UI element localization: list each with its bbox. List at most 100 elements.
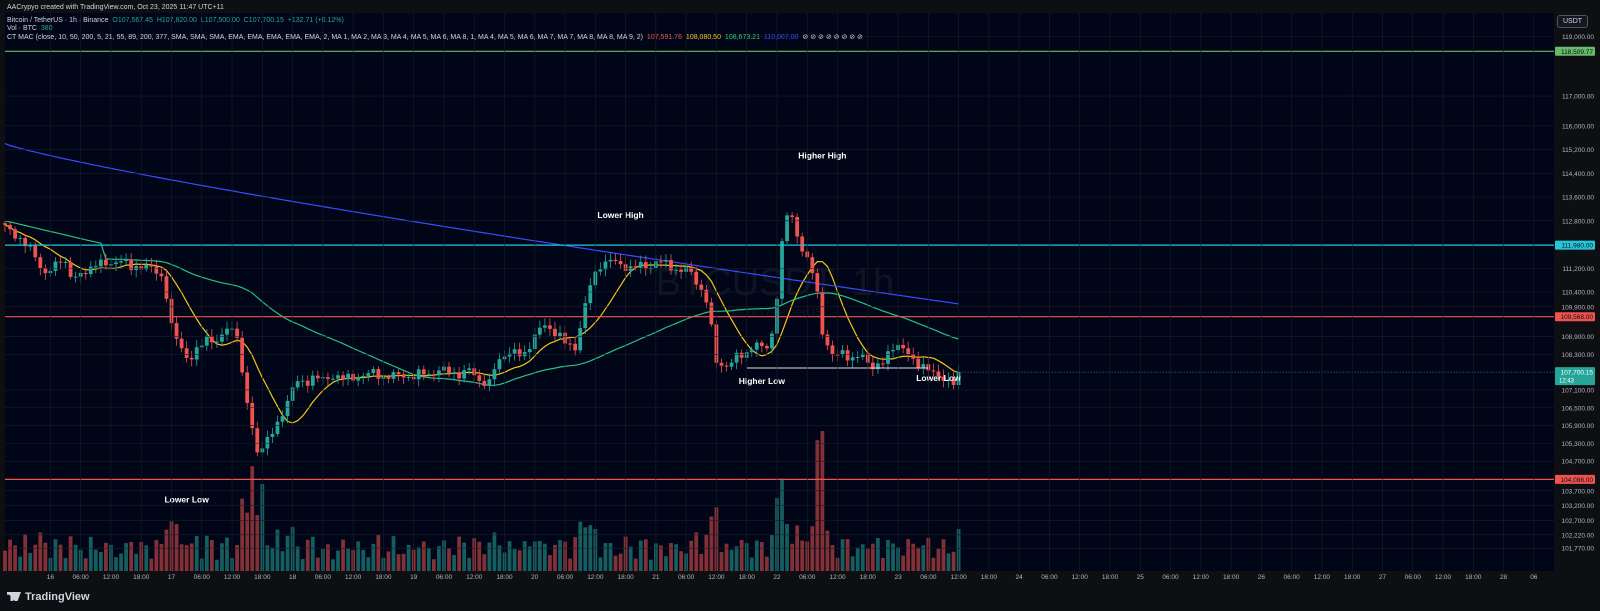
symbol-legend[interactable]: Bitcoin / TetherUS · 1h · Binance O107,5…: [7, 17, 346, 24]
x-tick-label: 06:00: [557, 574, 574, 581]
x-tick-label: 06:00: [1405, 574, 1422, 581]
volume-bar: [88, 536, 93, 571]
candle-countdown: 12:43: [1559, 379, 1575, 385]
candle-body: [28, 245, 33, 247]
time-axis[interactable]: 16 06:00 12:00 18:00 17 06:00 12:00 18:00 18 06:0…: [47, 13, 1538, 581]
volume-bar: [633, 558, 638, 571]
y-tick-label: 103,700.00: [1561, 488, 1594, 495]
volume-bar: [341, 539, 345, 571]
volume-bar: [98, 552, 103, 571]
candle-body: [371, 369, 376, 374]
candle-body: [93, 266, 98, 268]
ma-legend[interactable]: CT MAC (close, 10, 50, 200, 5, 21, 55, 8…: [7, 33, 865, 41]
candle-body: [527, 349, 532, 353]
volume-bar: [891, 543, 895, 571]
brand-text: TradingView: [25, 591, 90, 603]
volume-bar: [416, 547, 421, 571]
volume-bar: [749, 557, 754, 571]
volume-bar: [477, 541, 482, 571]
candle-body: [88, 266, 93, 275]
volume-bar: [255, 515, 260, 571]
volume-bar: [921, 545, 926, 571]
candle-body: [184, 348, 189, 358]
volume-bar: [179, 544, 184, 571]
x-tick-label: 06:00: [678, 574, 695, 581]
currency-selector[interactable]: USDT: [1557, 15, 1589, 28]
candle-body: [164, 276, 169, 299]
volume-bar: [356, 541, 361, 571]
volume-bar: [225, 537, 229, 571]
volume-bar: [194, 536, 199, 571]
candle-body: [951, 379, 956, 386]
close-value: C107,700.15: [243, 17, 284, 24]
y-tick-label: 108,300.00: [1561, 352, 1594, 359]
horizontal-levels[interactable]: 118,509.77 111,980.00 109,568.00 104,088.00…: [5, 46, 1595, 484]
volume-bar: [689, 540, 694, 571]
candle-body: [724, 365, 729, 367]
candle-body: [361, 375, 366, 378]
volume-bar: [391, 536, 396, 571]
x-tick-label: 12:00: [1435, 574, 1452, 581]
candle-body: [240, 337, 245, 373]
candle-body: [507, 353, 512, 357]
volume-bar: [331, 559, 335, 571]
x-tick-label: 12:00: [103, 574, 120, 581]
volume-legend[interactable]: Vol · BTC 380: [7, 25, 55, 32]
tradingview-brand: TradingView: [7, 591, 90, 603]
x-tick-label: 06:00: [194, 574, 211, 581]
y-tick-label: 119,000.00: [1562, 34, 1594, 41]
x-tick-label: 18:00: [1465, 574, 1482, 581]
volume-bar: [830, 544, 835, 571]
candle-body: [810, 257, 815, 274]
candle-body: [396, 372, 401, 375]
candle-body: [416, 369, 421, 380]
volume-bar: [583, 527, 588, 571]
candle-body: [73, 276, 78, 278]
volume-bar: [548, 555, 552, 571]
volume-bar: [517, 550, 522, 571]
candle-body: [936, 371, 941, 377]
volume-bar: [437, 546, 441, 571]
volume-bar: [497, 545, 502, 571]
level-top-label: 118,509.77: [1561, 49, 1593, 56]
level-top-tag: [1555, 46, 1595, 56]
price-axis[interactable]: 119,000.00 117,000.00 116,000.00 115,200.00…: [5, 34, 1594, 553]
candle-body: [694, 271, 699, 285]
candle-body: [462, 370, 467, 379]
volume-bar: [951, 551, 956, 571]
x-tick-label: 12:00: [466, 574, 483, 581]
candle-body: [537, 327, 542, 335]
volume-bar: [58, 544, 63, 571]
candle-body: [946, 379, 951, 381]
x-tick-label: 18:00: [981, 574, 998, 581]
candle-body: [709, 302, 714, 325]
volume-bar: [638, 540, 643, 571]
volume-bar: [129, 541, 134, 571]
x-tick-label: 06:00: [799, 574, 816, 581]
candle-body: [315, 375, 320, 379]
x-tick-label: 12:00: [1193, 574, 1210, 581]
ma-visibility-icons[interactable]: ⊘ ⊘ ⊘ ⊘ ⊘ ⊘ ⊘ ⊘: [802, 34, 863, 41]
candle-body: [391, 372, 396, 379]
volume-bar: [916, 547, 921, 571]
candle-body: [225, 328, 229, 335]
volume-bar: [487, 542, 492, 571]
volume-bar: [729, 549, 734, 571]
candle-body: [870, 362, 875, 370]
x-tick-label: 12:00: [829, 574, 846, 581]
x-tick-label: 12:00: [950, 574, 967, 581]
volume-bar: [820, 431, 825, 571]
volume-bar: [336, 550, 340, 571]
ma-label: CT MAC (close, 10, 50, 200, 5, 21, 55, 8…: [7, 34, 643, 41]
candle-body: [568, 343, 572, 345]
candle-body: [492, 369, 497, 380]
candle-body: [275, 421, 280, 434]
candle-body: [189, 357, 194, 360]
candle-body: [770, 333, 774, 349]
candle-body: [421, 369, 426, 375]
volume-bar: [527, 546, 532, 571]
candle-body: [795, 216, 800, 237]
candle-body: [679, 269, 684, 272]
level-resistance-label: 111,980.00: [1561, 243, 1593, 250]
